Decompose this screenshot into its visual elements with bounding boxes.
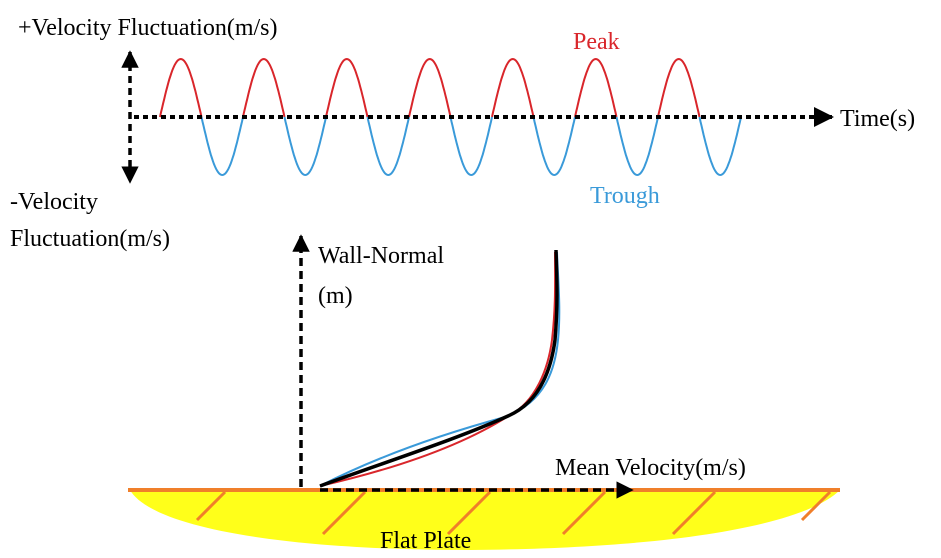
wave-peak (491, 57, 535, 118)
wave-peak (325, 57, 369, 118)
wall-normal-label-line2: (m) (318, 283, 353, 309)
flat-plate-label: Flat Plate (380, 528, 471, 553)
plate-hatch-line (195, 490, 227, 522)
plate-hatch-line (671, 490, 717, 536)
flat-plate-hatching (195, 490, 832, 536)
mean-velocity-label: Mean Velocity(m/s) (555, 455, 746, 481)
wave-peak (242, 57, 286, 118)
fluctuation-plot: +Velocity Fluctuation(m/s) -Velocity Flu… (10, 15, 915, 252)
peak-velocity-profile (319, 251, 557, 487)
wall-normal-label-line1: Wall-Normal (318, 243, 444, 269)
wave-trough (615, 116, 659, 177)
flat-plate-body (130, 490, 840, 550)
time-label: Time(s) (840, 106, 915, 132)
wave-trough (283, 116, 327, 177)
wave-trough (366, 116, 410, 177)
flat-plate: Flat Plate (128, 488, 840, 554)
wave-trough (532, 116, 576, 177)
pos-velocity-label: +Velocity Fluctuation(m/s) (18, 15, 278, 41)
plate-hatch-line (800, 490, 832, 522)
wave-peak (408, 57, 452, 118)
wave-peak (574, 57, 618, 118)
wave-trough (449, 116, 493, 177)
plate-hatch-line (561, 490, 607, 536)
wave-trough (200, 116, 244, 177)
plate-hatch-line (321, 490, 367, 536)
trough-label: Trough (590, 183, 660, 209)
boundary-layer-plot: Wall-Normal (m) Mean Velocity(m/s) (292, 234, 746, 499)
fluctuation-wave (159, 57, 742, 177)
peak-label: Peak (573, 29, 620, 55)
wave-peak (159, 57, 203, 118)
mean-velocity-profile (319, 249, 559, 488)
plate-hatch-line (446, 490, 492, 536)
neg-velocity-label-line2: Fluctuation(m/s) (10, 226, 170, 252)
wave-trough (698, 116, 742, 177)
neg-velocity-label-line1: -Velocity (10, 189, 98, 215)
wave-peak (657, 57, 701, 118)
